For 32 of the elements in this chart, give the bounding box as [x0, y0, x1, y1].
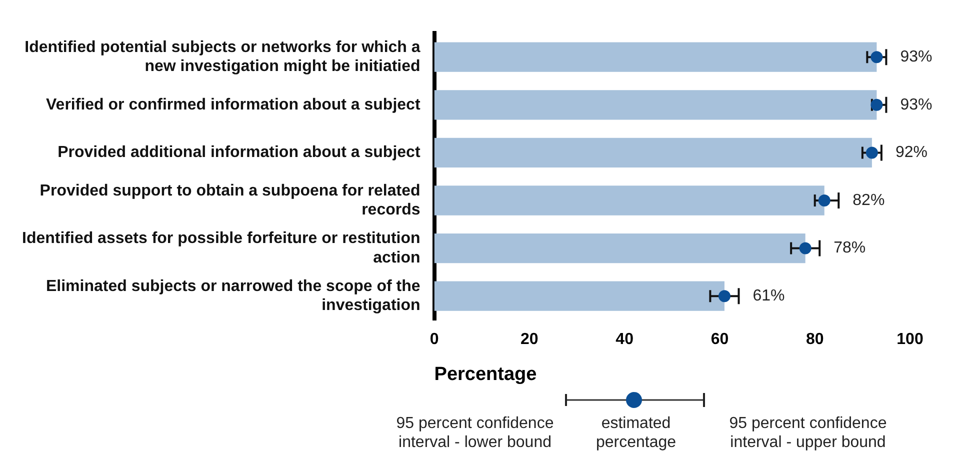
text: 95 percent confidence interval - upper bound	[728, 414, 888, 452]
bar	[434, 90, 877, 120]
point	[818, 194, 830, 206]
data-label: 61%	[752, 288, 785, 305]
text: 95 percent confidence interval - lower bound	[395, 414, 555, 452]
point	[870, 98, 883, 111]
y-tick-label: Identified potential subjects or networks for which a new investigation might be initiatied	[24, 38, 420, 76]
data-label: 78%	[834, 240, 866, 257]
y-tick-label: Eliminated subjects or narrowed the scope of the investigation	[46, 278, 420, 314]
text: estimated percentage	[594, 414, 678, 452]
data-label: 92%	[895, 144, 928, 162]
x-tick-label: 40	[616, 331, 634, 348]
bar	[434, 186, 824, 216]
bar	[434, 138, 872, 168]
data-label: 82%	[852, 192, 885, 209]
x-axis-title: Percentage	[434, 364, 537, 385]
point	[799, 242, 812, 254]
x-tick-label: 20	[520, 331, 538, 348]
y-tick-label: Provided additional information about a subject	[58, 144, 421, 162]
y-tick-label: Identified assets for possible forfeiture or restitution action	[22, 230, 420, 266]
bar	[434, 42, 877, 72]
x-tick-label: 0	[430, 331, 439, 348]
x-tick-label: 60	[710, 331, 729, 348]
data-label: 93%	[900, 96, 932, 114]
data-label: 93%	[900, 48, 932, 66]
bar	[434, 281, 724, 311]
y-tick-label: Provided support to obtain a subpoena for related records	[40, 182, 420, 219]
y-tick-label: Verified or confirmed information about a subject	[46, 96, 421, 114]
bar	[434, 233, 806, 264]
x-tick-label: 100	[896, 331, 924, 348]
x-tick-label: 80	[806, 331, 824, 348]
point	[718, 290, 730, 302]
